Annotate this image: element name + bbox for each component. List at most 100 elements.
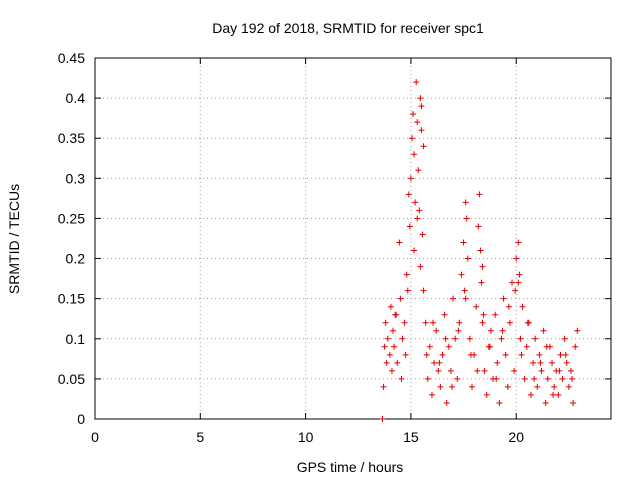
data-point [424,375,431,382]
data-point [494,359,501,366]
data-point [518,351,525,358]
data-point [542,399,549,406]
y-tick-label: 0.1 [66,331,86,347]
data-point [386,351,393,358]
data-point [416,207,423,214]
data-point [492,311,499,318]
data-point [443,399,450,406]
data-point [447,367,454,374]
data-point [517,335,524,342]
data-point [477,247,484,254]
data-point [527,391,534,398]
data-point [516,271,523,278]
data-point [379,416,386,422]
data-point [473,303,480,310]
data-point [437,383,444,390]
data-point [381,343,388,350]
data-point [574,327,581,334]
ticks-layer: 0 5 10 15 20 0 0.05 0.1 0.15 0.2 0.25 0.3 0.35 0.4 0.4… [58,50,611,445]
y-tick-label: 0.4 [66,90,86,106]
data-point [384,335,391,342]
data-point [499,327,506,334]
data-point [445,343,452,350]
data-point [474,367,481,374]
x-axis-label: GPS time / hours [297,459,404,475]
data-point [512,287,519,294]
data-point [450,295,457,302]
data-point [383,359,390,366]
data-point [521,375,528,382]
data-point [413,79,420,86]
data-point [431,359,438,366]
data-point [572,343,579,350]
data-point [519,303,526,310]
data-point [567,367,574,374]
data-point [418,103,425,110]
x-tick-label: 10 [298,429,314,445]
data-point [551,383,558,390]
data-point [442,335,449,342]
data-point [415,167,422,174]
data-point [417,95,424,102]
data-point [467,351,474,358]
data-point [561,335,568,342]
data-point [565,383,572,390]
data-point [531,375,538,382]
data-point [498,335,505,342]
data-point [511,367,518,374]
data-point [563,359,570,366]
data-point [544,375,551,382]
y-tick-label: 0.35 [58,130,85,146]
data-point [423,351,430,358]
data-point [500,295,507,302]
data-point [419,231,426,238]
data-point [557,351,564,358]
data-point [509,279,516,286]
x-tick-label: 15 [403,429,419,445]
points-layer [379,79,581,422]
data-point [468,383,475,390]
data-point [397,295,404,302]
data-point [559,375,566,382]
data-point [399,335,406,342]
data-point [406,223,413,230]
data-point [396,239,403,246]
data-point [411,247,418,254]
data-point [550,391,557,398]
data-point [475,223,482,230]
data-point [536,351,543,358]
y-tick-label: 0.2 [66,251,86,267]
data-point [537,359,544,366]
data-point [410,111,417,118]
data-point [549,359,556,366]
data-point [481,367,488,374]
data-point [461,287,468,294]
data-point [543,343,550,350]
data-point [452,335,459,342]
data-point [562,351,569,358]
data-point [441,311,448,318]
data-point [515,239,522,246]
data-point [392,311,399,318]
data-point [426,343,433,350]
data-point [530,359,537,366]
data-point [504,383,511,390]
data-point [411,151,418,158]
data-point [466,335,473,342]
data-point [505,303,512,310]
data-point [436,359,443,366]
data-point [460,239,467,246]
data-point [448,383,455,390]
y-tick-label: 0.05 [58,371,85,387]
y-tick-label: 0.25 [58,210,85,226]
data-point [462,295,469,302]
data-point [534,383,541,390]
data-point [480,311,487,318]
chart-title: Day 192 of 2018, SRMTID for receiver spc… [212,20,484,36]
data-point [380,383,387,390]
plot-frame [94,57,612,420]
data-point [408,135,415,142]
data-point [418,127,425,134]
data-point [420,143,427,150]
